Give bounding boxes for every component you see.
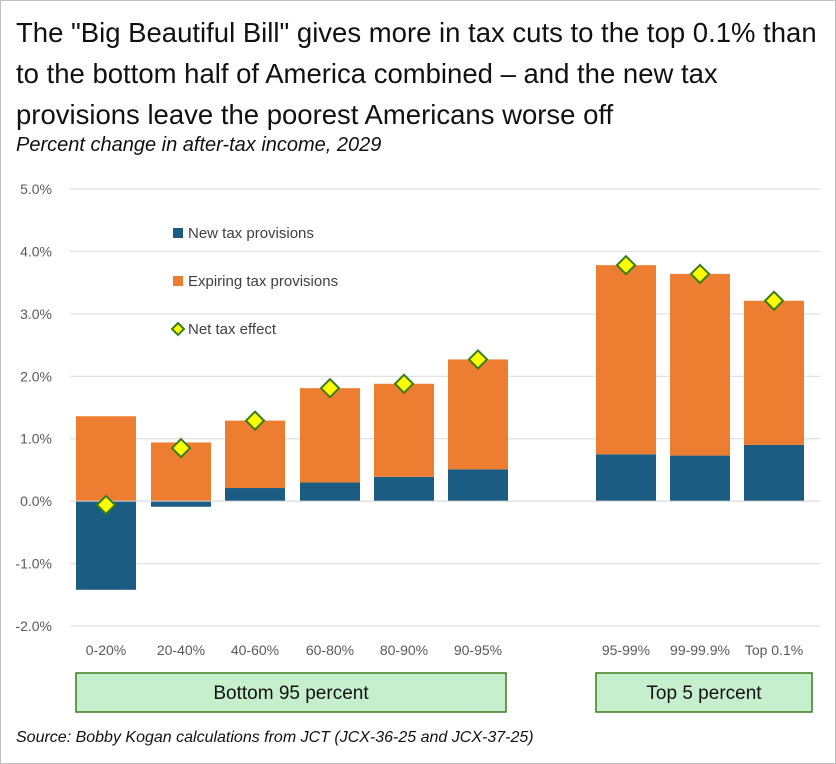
y-tick-label: 2.0%: [20, 368, 52, 384]
chart-subtitle: Percent change in after-tax income, 2029: [16, 134, 382, 156]
bar-new-tax-provisions: [448, 469, 508, 502]
y-tick-label: 3.0%: [20, 306, 52, 322]
x-tick-label: 90-95%: [454, 642, 502, 658]
bar-expiring-tax-provisions: [448, 359, 508, 470]
x-tick-label: 60-80%: [306, 642, 354, 658]
x-tick-label: 20-40%: [157, 642, 205, 658]
bar-new-tax-provisions: [76, 501, 136, 590]
legend-label-new: New tax provisions: [188, 225, 314, 242]
legend-swatch-expiring: [173, 276, 183, 286]
y-tick-label: -2.0%: [15, 618, 52, 634]
bar-new-tax-provisions: [670, 455, 730, 502]
y-tick-label: 4.0%: [20, 243, 52, 259]
x-tick-label: 99-99.9%: [670, 642, 730, 658]
y-tick-label: -1.0%: [15, 556, 52, 572]
net-effect-marker: [467, 349, 489, 370]
y-tick-label: 1.0%: [20, 431, 52, 447]
group-box: [75, 672, 507, 713]
net-effect-marker: [615, 254, 637, 276]
chart-title: The "Big Beautiful Bill" gives more in t…: [16, 17, 817, 130]
bar-expiring-tax-provisions: [76, 416, 136, 502]
bar-new-tax-provisions: [151, 501, 211, 507]
bar-expiring-tax-provisions: [225, 420, 285, 489]
x-tick-label: 80-90%: [380, 642, 428, 658]
net-effect-marker: [319, 377, 341, 399]
legend-label-expiring: Expiring tax provisions: [188, 273, 338, 290]
group-label: Top 5 percent: [646, 683, 762, 704]
x-tick-label: Top 0.1%: [745, 642, 803, 658]
bar-expiring-tax-provisions: [596, 265, 656, 455]
bar-expiring-tax-provisions: [670, 273, 730, 456]
net-effect-marker: [244, 410, 266, 432]
bar-new-tax-provisions: [374, 476, 434, 502]
x-tick-label: 40-60%: [231, 642, 279, 658]
bar-new-tax-provisions: [300, 482, 360, 502]
x-tick-label: 95-99%: [602, 642, 650, 658]
group-label: Bottom 95 percent: [213, 683, 369, 704]
bar-new-tax-provisions: [225, 488, 285, 502]
bar-expiring-tax-provisions: [300, 388, 360, 483]
bar-new-tax-provisions: [596, 454, 656, 502]
bar-new-tax-provisions: [744, 444, 804, 502]
y-tick-label: 0.0%: [20, 493, 52, 509]
legend-label-net: Net tax effect: [188, 321, 277, 338]
legend-swatch-new: [173, 228, 183, 238]
source-note: Source: Bobby Kogan calculations from JC…: [16, 729, 534, 746]
net-effect-marker: [689, 263, 711, 285]
bar-expiring-tax-provisions: [744, 300, 804, 445]
net-effect-marker: [763, 290, 785, 312]
net-effect-marker: [170, 437, 192, 459]
net-effect-marker: [95, 494, 117, 516]
legend-marker-net: [170, 321, 186, 337]
net-effect-marker: [393, 373, 415, 395]
bar-expiring-tax-provisions: [374, 383, 434, 477]
group-box: [595, 672, 813, 713]
y-tick-label: 5.0%: [20, 181, 52, 197]
x-tick-label: 0-20%: [86, 642, 126, 658]
